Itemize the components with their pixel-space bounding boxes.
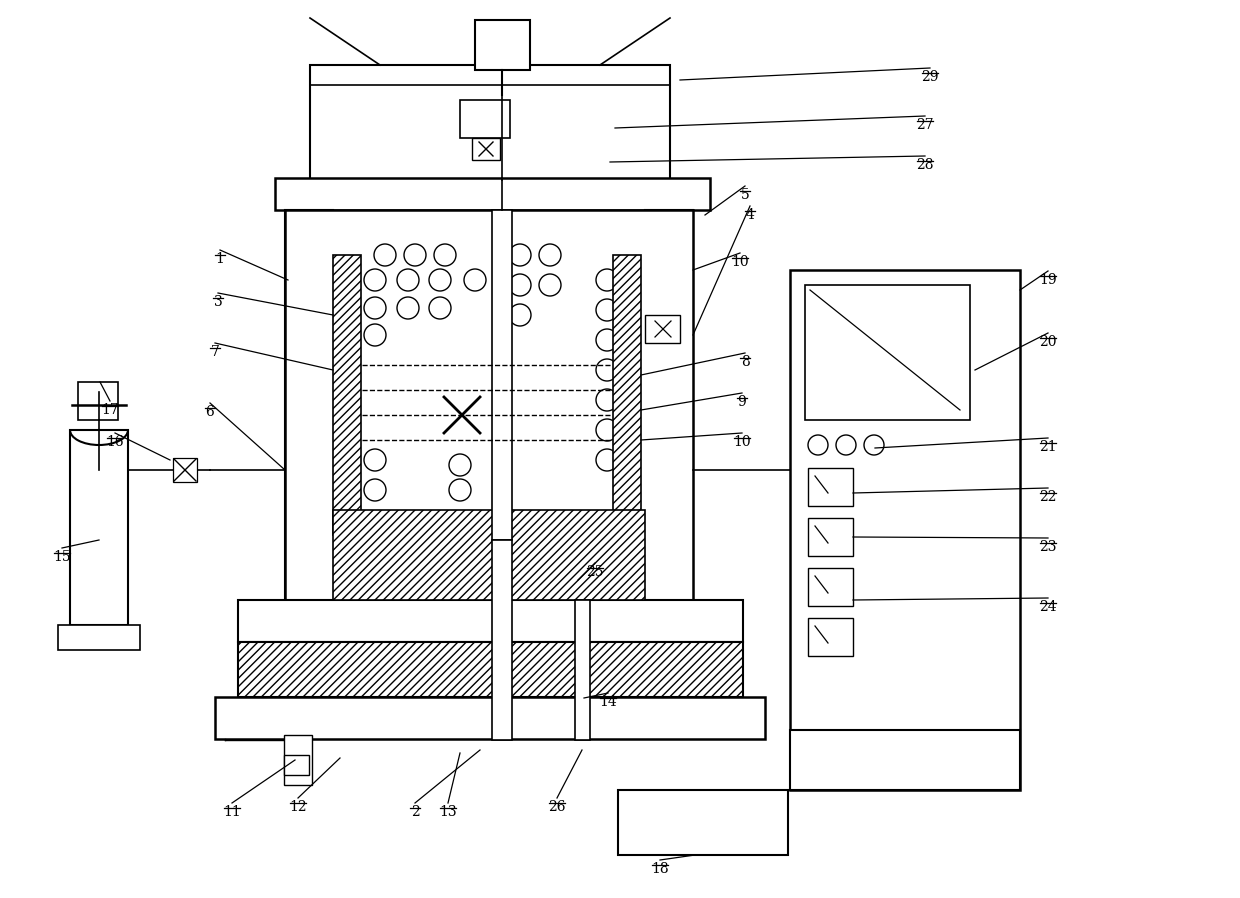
Bar	[78, 382, 118, 420]
Text: 2: 2	[410, 805, 419, 819]
Text: 11: 11	[223, 805, 241, 819]
Bar	[284, 755, 309, 775]
Text: 24: 24	[1039, 600, 1056, 614]
Bar	[475, 20, 529, 70]
Bar	[275, 178, 711, 210]
Text: 23: 23	[1039, 540, 1056, 554]
Text: 13: 13	[439, 805, 456, 819]
Bar	[285, 210, 334, 630]
Bar	[492, 210, 512, 540]
Bar	[808, 468, 853, 506]
Text: 26: 26	[548, 800, 565, 814]
Text: 8: 8	[740, 355, 749, 369]
Text: 25: 25	[587, 565, 604, 579]
Bar	[645, 315, 680, 343]
Text: 27: 27	[916, 118, 934, 132]
Text: 1: 1	[216, 252, 224, 266]
Bar	[460, 100, 510, 138]
Text: 28: 28	[916, 158, 934, 172]
Text: 15: 15	[53, 550, 71, 564]
Bar	[310, 65, 670, 180]
Text: 22: 22	[1039, 490, 1056, 504]
Text: 10: 10	[732, 255, 749, 269]
Bar	[613, 255, 641, 535]
Text: 17: 17	[102, 403, 119, 417]
Bar	[808, 568, 853, 606]
Bar	[575, 600, 590, 740]
Text: 3: 3	[213, 295, 222, 309]
Bar	[790, 730, 1021, 790]
Text: 5: 5	[740, 188, 749, 202]
Bar	[645, 210, 693, 630]
Bar	[472, 138, 500, 160]
Text: 6: 6	[206, 405, 215, 419]
Text: 14: 14	[599, 695, 616, 709]
Bar	[285, 210, 693, 630]
Bar	[808, 518, 853, 556]
Text: 20: 20	[1039, 335, 1056, 349]
Text: 10: 10	[733, 435, 750, 449]
Bar	[174, 458, 197, 482]
Text: 7: 7	[211, 345, 219, 359]
Bar	[69, 430, 128, 625]
Bar	[215, 697, 765, 739]
Bar	[238, 642, 743, 697]
Text: 12: 12	[289, 800, 306, 814]
Text: 29: 29	[921, 70, 939, 84]
Text: 18: 18	[651, 862, 668, 876]
Bar	[805, 285, 970, 420]
Text: 4: 4	[745, 208, 754, 222]
Bar	[334, 255, 361, 535]
Bar	[58, 625, 140, 650]
Bar	[238, 600, 743, 642]
Text: 19: 19	[1039, 273, 1056, 287]
Bar	[334, 510, 645, 600]
Text: 9: 9	[738, 395, 746, 409]
Bar	[618, 790, 787, 855]
Bar	[808, 618, 853, 656]
Bar	[790, 270, 1021, 790]
Text: 16: 16	[107, 435, 124, 449]
Bar	[284, 735, 312, 785]
Text: 21: 21	[1039, 440, 1056, 454]
Bar	[492, 540, 512, 740]
